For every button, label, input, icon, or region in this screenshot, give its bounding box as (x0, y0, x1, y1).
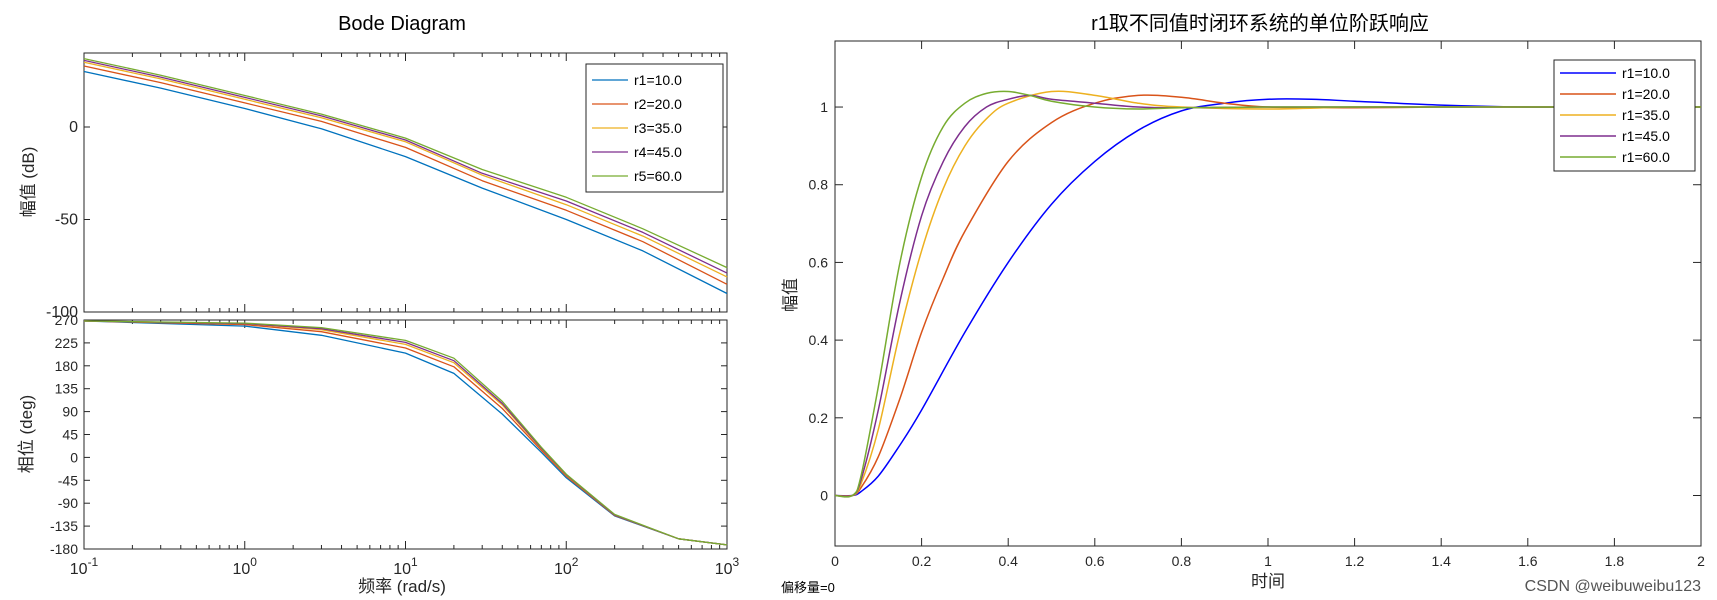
legend-label: r2=20.0 (634, 96, 682, 112)
legend-label: r1=45.0 (1622, 128, 1670, 144)
legend-label: r4=45.0 (634, 144, 682, 160)
y-tick-label: 0.4 (809, 332, 829, 348)
bode-magnitude-line (83, 61, 728, 278)
magnitude-ylabel: 幅值 (dB) (19, 147, 38, 218)
y-tick-label: -90 (58, 495, 78, 511)
bode-magnitude-line (83, 65, 728, 285)
y-tick-label: 0 (70, 449, 78, 465)
phase-axes (83, 319, 728, 550)
magnitude-y-ticks: 0 -50 -100 (46, 119, 727, 321)
y-tick-label: 0.8 (809, 177, 829, 193)
x-tick-label: 100 (233, 555, 258, 578)
legend-label: r1=10.0 (634, 72, 682, 88)
x-tick-label: 1.6 (1518, 553, 1538, 569)
step-ticks: 0 0.2 0.4 0.6 0.8 1 1.2 1.4 1.6 1.8 2 0 0.2 0.4 0.6 0.8… (809, 41, 1705, 569)
y-tick-label: 45 (62, 427, 78, 443)
x-tick-label: 10-1 (70, 555, 99, 578)
x-tick-label: 0 (831, 553, 839, 569)
bode-magnitude-line (83, 70, 728, 295)
bode-xlabel: 频率 (rad/s) (358, 577, 446, 596)
x-tick-label: 0.8 (1172, 553, 1192, 569)
offset-text: 偏移量=0 (781, 580, 835, 595)
y-tick-label: 270 (55, 312, 79, 328)
step-xlabel: 时间 (1251, 572, 1285, 591)
x-tick-label: 0.6 (1085, 553, 1105, 569)
magnitude-series (83, 57, 728, 295)
bode-x-ticks: 10-1 100 101 102 103 (70, 555, 740, 578)
y-tick-label: -45 (58, 472, 78, 488)
legend-label: r1=60.0 (1622, 149, 1670, 165)
x-tick-label: 1.4 (1431, 553, 1451, 569)
y-tick-label: 225 (55, 335, 79, 351)
y-tick-label: 135 (55, 381, 79, 397)
x-tick-label: 102 (554, 555, 579, 578)
y-tick-label: 1 (820, 99, 828, 115)
bode-phase-line (83, 320, 728, 546)
bode-magnitude-line (83, 59, 728, 274)
y-tick-label: 180 (55, 358, 79, 374)
legend-label: r1=10.0 (1622, 65, 1670, 81)
y-tick-label: 0.2 (809, 410, 829, 426)
y-tick-label: 0 (820, 488, 828, 504)
legend-label: r1=20.0 (1622, 86, 1670, 102)
x-tick-label: 1.8 (1605, 553, 1625, 569)
step-series (834, 90, 1701, 498)
step-line (834, 98, 1701, 497)
x-tick-label: 1 (1264, 553, 1272, 569)
y-tick-label: -135 (50, 518, 78, 534)
phase-series (83, 320, 728, 546)
bode-legend: r1=10.0 r2=20.0 r3=35.0 r4=45.0 r5=60.0 (585, 63, 724, 193)
legend-label: r3=35.0 (634, 120, 682, 136)
magnitude-grid (83, 53, 721, 312)
x-tick-label: 1.2 (1345, 553, 1365, 569)
y-tick-label: 0.6 (809, 254, 829, 270)
step-line (834, 90, 1701, 498)
y-tick-label: 0 (69, 119, 78, 136)
step-legend: r1=10.0 r1=20.0 r1=35.0 r1=45.0 r1=60.0 (1553, 59, 1696, 172)
y-tick-label: -180 (50, 541, 78, 557)
step-title: r1取不同值时闭环系统的单位阶跃响应 (1091, 12, 1429, 35)
phase-grid (83, 320, 721, 549)
y-tick-label: -50 (55, 212, 78, 229)
x-tick-label: 101 (393, 555, 418, 578)
x-tick-label: 0.4 (998, 553, 1018, 569)
phase-ylabel: 相位 (deg) (17, 395, 36, 473)
phase-y-ticks: 270 225 180 135 90 45 0 -45 -90 -135 -180 (50, 312, 727, 557)
y-tick-label: -100 (46, 304, 78, 321)
watermark: CSDN @weibuweibu123 (1525, 578, 1701, 595)
bode-title: Bode Diagram (338, 13, 466, 35)
step-ylabel: 幅值 (781, 278, 800, 312)
y-tick-label: 90 (62, 404, 78, 420)
x-tick-label: 103 (715, 555, 740, 578)
bode-magnitude-line (83, 57, 728, 269)
legend-label: r1=35.0 (1622, 107, 1670, 123)
x-tick-label: 0.2 (912, 553, 932, 569)
legend-label: r5=60.0 (634, 168, 682, 184)
x-tick-label: 2 (1697, 553, 1705, 569)
